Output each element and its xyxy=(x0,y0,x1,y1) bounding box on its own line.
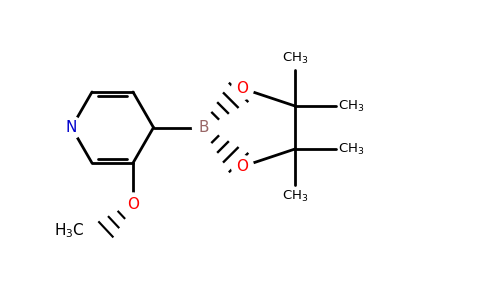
Circle shape xyxy=(122,193,144,215)
Text: CH$_3$: CH$_3$ xyxy=(282,51,308,66)
Text: H$_3$C: H$_3$C xyxy=(54,221,85,240)
Text: CH$_3$: CH$_3$ xyxy=(282,189,308,204)
Circle shape xyxy=(60,116,82,139)
Text: O: O xyxy=(127,196,139,211)
Text: O: O xyxy=(237,81,248,96)
Text: B: B xyxy=(198,120,209,135)
Circle shape xyxy=(193,116,214,139)
Text: O: O xyxy=(237,159,248,174)
Text: CH$_3$: CH$_3$ xyxy=(338,98,365,113)
Text: N: N xyxy=(66,120,77,135)
Circle shape xyxy=(231,155,254,178)
Circle shape xyxy=(231,77,254,100)
Text: CH$_3$: CH$_3$ xyxy=(338,141,365,157)
